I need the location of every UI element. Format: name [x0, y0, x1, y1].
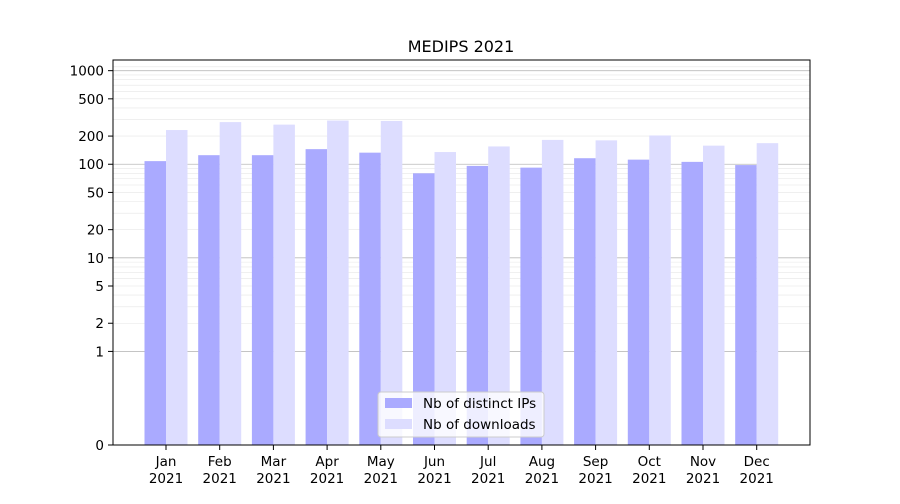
chart-title: MEDIPS 2021 — [408, 37, 515, 56]
y-tick-label: 1 — [95, 344, 104, 360]
x-tick-label-year: 2021 — [149, 471, 183, 487]
y-axis: 0 1 2 5 10 20 50 100 200 500 1000 — [70, 64, 113, 454]
bar — [166, 130, 188, 445]
plot-frame — [112, 59, 811, 446]
y-tick-label: 10 — [87, 251, 104, 267]
bar — [359, 152, 381, 445]
x-tick-label-month: Jul — [479, 454, 496, 470]
bar — [649, 135, 671, 445]
x-tick-label-year: 2021 — [310, 471, 344, 487]
x-tick-label-year: 2021 — [686, 471, 720, 487]
bar — [144, 161, 166, 445]
x-tick-label-year: 2021 — [525, 471, 559, 487]
bar — [627, 159, 650, 445]
bar — [251, 155, 274, 445]
y-tick-label: 5 — [95, 279, 104, 295]
x-tick-label-year: 2021 — [203, 471, 237, 487]
y-tick-label: 100 — [78, 157, 104, 173]
x-tick-label-month: Sep — [583, 454, 608, 470]
x-tick-label-month: Oct — [638, 454, 661, 470]
bar — [756, 143, 779, 445]
x-tick-label-month: May — [367, 454, 395, 470]
x-tick-label-year: 2021 — [740, 471, 774, 487]
bar — [520, 167, 542, 445]
x-tick-label-year: 2021 — [364, 471, 398, 487]
bar — [488, 146, 510, 446]
y-tick-label: 500 — [78, 92, 104, 108]
x-tick-label-month: Jan — [155, 454, 177, 470]
y-tick-label: 2 — [95, 316, 104, 332]
x-tick-label-month: Apr — [315, 454, 339, 470]
y-tick-label: 1000 — [70, 64, 104, 80]
x-tick-label-year: 2021 — [632, 471, 666, 487]
bar — [541, 139, 564, 445]
x-tick-label-month: Aug — [529, 454, 555, 470]
legend-box — [377, 391, 545, 438]
bar — [413, 173, 435, 445]
y-tick-label: 200 — [78, 129, 104, 145]
x-axis: Jan2021Feb2021Mar2021Apr2021May2021Jun20… — [149, 445, 774, 487]
bar — [219, 122, 242, 446]
bar — [735, 165, 757, 445]
x-tick-label-month: Feb — [208, 454, 232, 470]
x-tick-label-year: 2021 — [471, 471, 505, 487]
bar — [327, 120, 349, 446]
legend: Nb of distinct IPs Nb of downloads — [377, 391, 545, 438]
y-tick-label: 0 — [95, 438, 104, 454]
legend-label-downloads: Nb of downloads — [423, 417, 536, 433]
bar — [574, 158, 596, 446]
legend-swatch-distinct-ips — [385, 398, 412, 408]
x-tick-label-month: Mar — [261, 454, 287, 470]
x-tick-label-year: 2021 — [256, 471, 290, 487]
y-tick-label: 20 — [87, 223, 104, 239]
x-tick-label-month: Dec — [744, 454, 770, 470]
bar — [434, 152, 456, 445]
x-tick-label-year: 2021 — [578, 471, 612, 487]
bar — [380, 120, 403, 445]
bar — [703, 145, 725, 445]
bar — [466, 165, 489, 445]
bar — [595, 140, 618, 445]
bar — [198, 155, 220, 445]
bar — [273, 124, 295, 445]
y-tick-label: 50 — [87, 185, 104, 201]
bars-layer — [144, 120, 779, 446]
x-tick-label-year: 2021 — [417, 471, 451, 487]
x-tick-label-month: Jun — [423, 454, 445, 470]
x-tick-label-month: Nov — [690, 454, 716, 470]
bar — [305, 149, 328, 445]
legend-swatch-downloads — [385, 419, 412, 429]
bar — [681, 161, 703, 445]
legend-label-distinct-ips: Nb of distinct IPs — [423, 396, 536, 412]
